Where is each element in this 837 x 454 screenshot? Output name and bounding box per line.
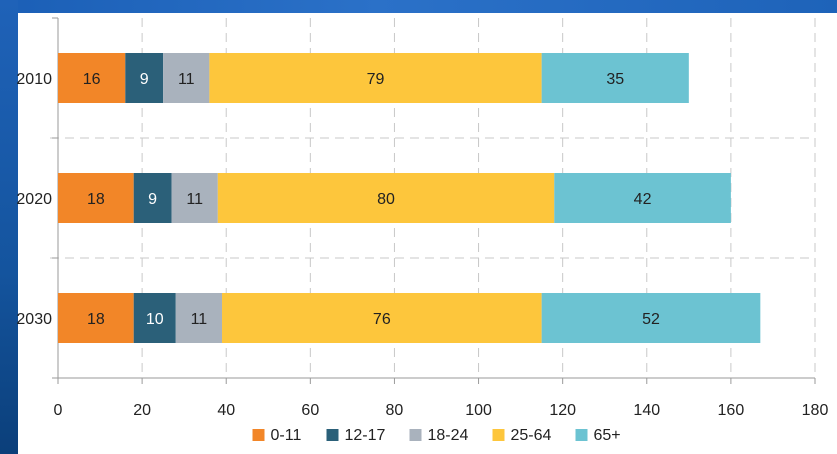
data-label: 9	[148, 191, 157, 208]
data-label: 10	[146, 311, 164, 328]
x-tick-label: 20	[133, 402, 151, 419]
y-tick-label: 2030	[16, 311, 52, 328]
bar-segment	[541, 293, 761, 343]
data-label: 76	[373, 311, 391, 328]
bar-segment	[171, 173, 218, 223]
x-tick-label: 80	[386, 402, 404, 419]
bar-segment	[541, 53, 689, 103]
y-tick-label: 2020	[16, 191, 52, 208]
legend-swatch	[326, 429, 339, 441]
bar-segment	[58, 53, 126, 103]
data-label: 11	[191, 311, 208, 328]
data-label: 9	[140, 71, 149, 88]
x-tick-label: 160	[718, 402, 745, 419]
data-label: 79	[367, 71, 385, 88]
x-tick-label: 140	[633, 402, 660, 419]
bar-segment	[209, 53, 542, 103]
legend-swatch	[492, 429, 505, 441]
legend-label: 25-64	[511, 427, 552, 444]
legend-label: 12-17	[345, 427, 386, 444]
bar-segment	[554, 173, 731, 223]
axes: 0 20 40 60 80 100 120 140 160 180 2010 2020 2030	[16, 17, 829, 419]
y-tick-label: 2010	[16, 71, 52, 88]
left-decorative-band	[0, 0, 18, 454]
x-tick-label: 100	[465, 402, 492, 419]
top-decorative-band	[0, 0, 837, 13]
bar-segment	[163, 53, 210, 103]
data-label: 18	[87, 191, 105, 208]
data-label: 80	[377, 191, 395, 208]
bar-segment	[58, 293, 134, 343]
legend-swatch	[409, 429, 422, 441]
bar-segment	[217, 173, 555, 223]
legend-label: 18-24	[428, 427, 469, 444]
x-tick-label: 40	[217, 402, 235, 419]
legend-label: 0-11	[271, 427, 302, 444]
bar-segment	[222, 293, 542, 343]
bars: 16 9 11 79 35 18 9 11 80 42 18 10 11 76 52	[58, 53, 761, 343]
data-label: 11	[178, 71, 195, 88]
data-label: 52	[642, 311, 660, 328]
x-tick-label: 180	[802, 402, 829, 419]
bar-segment	[58, 173, 134, 223]
legend-swatch	[575, 429, 588, 441]
bar-segment	[125, 53, 164, 103]
legend-swatch	[252, 429, 265, 441]
x-tick-label: 60	[301, 402, 319, 419]
legend: 0-11 12-17 18-24 25-64 65+	[252, 427, 621, 444]
x-tick-label: 0	[54, 402, 63, 419]
x-tick-label: 120	[549, 402, 576, 419]
data-label: 42	[634, 191, 652, 208]
legend-label: 65+	[594, 427, 621, 444]
data-label: 35	[606, 71, 624, 88]
data-label: 16	[83, 71, 101, 88]
bar-segment	[133, 173, 172, 223]
bar-segment	[175, 293, 223, 343]
data-label: 11	[186, 191, 203, 208]
data-label: 18	[87, 311, 105, 328]
bar-segment	[133, 293, 176, 343]
